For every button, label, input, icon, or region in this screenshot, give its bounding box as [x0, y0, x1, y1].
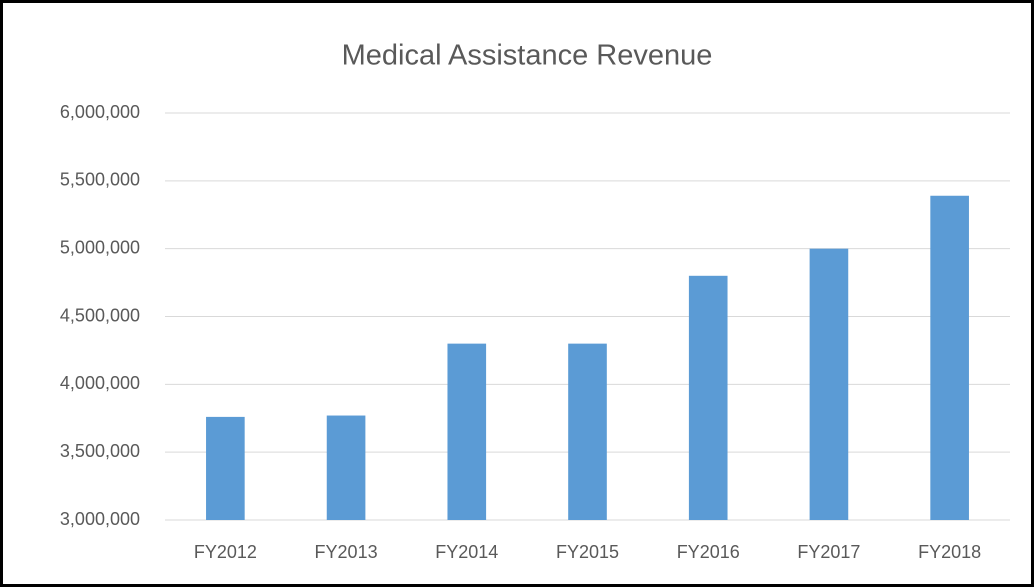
x-tick-label: FY2017 — [797, 542, 860, 562]
bar — [447, 343, 487, 520]
chart-title: Medical Assistance Revenue — [342, 40, 713, 72]
y-tick-label: 3,500,000 — [60, 441, 140, 461]
x-tick-label: FY2015 — [556, 542, 619, 562]
y-tick-label: 6,000,000 — [60, 102, 140, 122]
x-tick-label: FY2013 — [315, 542, 378, 562]
bar — [930, 195, 969, 521]
y-tick-label: 5,500,000 — [60, 170, 140, 190]
x-tick-label: FY2012 — [194, 542, 257, 562]
bar — [688, 275, 728, 520]
y-tick-label: 4,500,000 — [60, 305, 140, 325]
bar — [206, 416, 245, 520]
x-tick-label: FY2014 — [435, 542, 498, 562]
y-tick-label: 4,000,000 — [60, 373, 140, 393]
y-tick-label: 5,000,000 — [60, 237, 140, 257]
x-tick-label: FY2016 — [677, 542, 740, 562]
bar — [809, 248, 849, 520]
x-tick-label: FY2018 — [918, 542, 981, 562]
bar — [326, 415, 366, 520]
y-tick-label: 3,000,000 — [60, 509, 140, 529]
bar — [568, 343, 607, 520]
